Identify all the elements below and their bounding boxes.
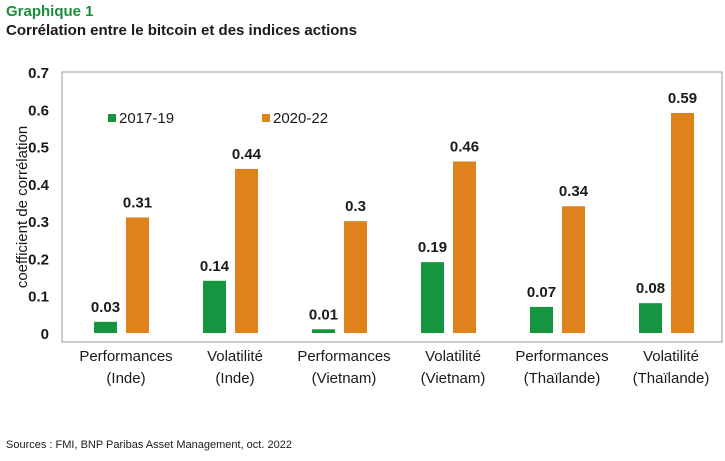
- bar-2017-19-3: [421, 262, 444, 333]
- data-label: 0.31: [123, 194, 152, 211]
- y-tick-label: 0.7: [28, 65, 49, 82]
- x-tick-label: Performances: [79, 348, 172, 365]
- data-label: 0.19: [418, 239, 447, 256]
- y-axis-label: coefficient de corrélation: [14, 126, 31, 288]
- x-tick-label: Volatilité: [207, 348, 263, 365]
- bar-2020-22-4: [562, 206, 585, 333]
- y-tick-label: 0.2: [28, 251, 49, 268]
- data-label: 0.03: [91, 299, 120, 316]
- bar-2020-22-0: [126, 217, 149, 333]
- chart-title: Corrélation entre le bitcoin et des indi…: [6, 22, 357, 39]
- y-tick-label: 0.3: [28, 214, 49, 231]
- data-label: 0.14: [200, 258, 230, 275]
- bar-2020-22-3: [453, 161, 476, 333]
- bar-2020-22-2: [344, 221, 367, 333]
- x-tick-label: Performances: [297, 348, 390, 365]
- x-tick-label: (Inde): [106, 370, 145, 387]
- bar-2017-19-4: [530, 306, 553, 333]
- data-label: 0.07: [527, 284, 556, 301]
- legend-label: 2020-22: [273, 110, 328, 127]
- legend-swatch: [262, 114, 270, 122]
- y-tick-label: 0.4: [28, 177, 50, 194]
- data-label: 0.59: [668, 90, 697, 107]
- bar-2020-22-5: [671, 113, 694, 333]
- x-tick-label: (Thaïlande): [524, 370, 601, 387]
- data-label: 0.34: [559, 183, 589, 200]
- bar-2017-19-0: [94, 321, 117, 333]
- x-tick-label: (Inde): [215, 370, 254, 387]
- data-label: 0.46: [450, 138, 479, 155]
- x-tick-label: Volatilité: [425, 348, 481, 365]
- x-tick-label: (Vietnam): [312, 370, 377, 387]
- y-tick-label: 0: [41, 326, 49, 343]
- bar-2017-19-2: [312, 329, 335, 333]
- y-tick-label: 0.5: [28, 140, 49, 157]
- legend-label: 2017-19: [119, 110, 174, 127]
- data-label: 0.3: [345, 198, 366, 215]
- x-tick-label: (Vietnam): [421, 370, 486, 387]
- data-label: 0.44: [232, 146, 262, 163]
- bar-2017-19-5: [639, 303, 662, 333]
- x-tick-label: Performances: [515, 348, 608, 365]
- chart-kicker: Graphique 1: [6, 3, 94, 20]
- bar-2017-19-1: [203, 280, 226, 333]
- data-label: 0.01: [309, 306, 338, 323]
- data-label: 0.08: [636, 280, 665, 297]
- plot-frame: [61, 71, 723, 343]
- y-tick-label: 0.6: [28, 102, 49, 119]
- legend-swatch: [108, 114, 116, 122]
- x-tick-label: (Thaïlande): [633, 370, 710, 387]
- y-tick-label: 0.1: [28, 289, 49, 306]
- source-note: Sources : FMI, BNP Paribas Asset Managem…: [6, 439, 292, 451]
- x-tick-label: Volatilité: [643, 348, 699, 365]
- bar-2020-22-1: [235, 168, 258, 333]
